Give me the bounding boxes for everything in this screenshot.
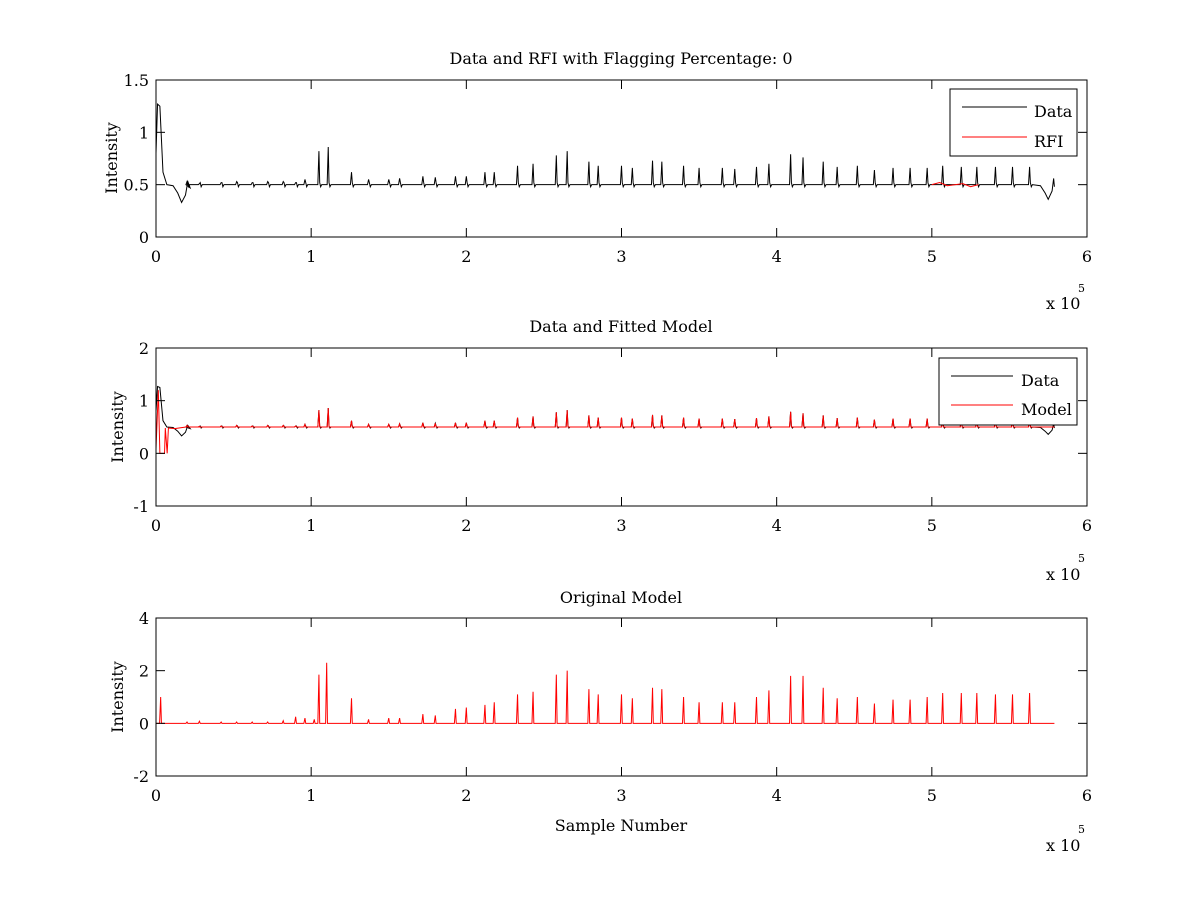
x-tick-label: 3 [616,786,626,805]
x-tick-label: 6 [1082,786,1092,805]
x-tick-label: 3 [616,516,626,535]
x-tick-label: 4 [772,247,782,266]
series-line-model [155,390,1055,454]
y-tick-label: 0 [139,228,149,247]
subplot-2-x-exponent: x 10 [1046,565,1080,584]
x-tick-label: 0 [151,247,161,266]
series-line-data [155,102,1055,204]
x-tick-label: 4 [772,786,782,805]
x-tick-label: 6 [1082,516,1092,535]
y-tick-label: 2 [139,339,149,358]
x-tick-label: 0 [151,786,161,805]
y-tick-label: -1 [133,497,149,516]
subplot-2-ylabel: Intensity [108,391,127,463]
x-tick-label: 5 [927,786,937,805]
y-tick-label: 0 [139,444,149,463]
x-tick-label: 1 [306,247,316,266]
legend-box [949,88,1078,157]
legend-label-data: Data [1021,371,1060,390]
subplot-1-x-exponent: x 10 [1046,294,1080,313]
subplot-2-plot-area [155,385,1055,454]
x-tick-label: 6 [1082,247,1092,266]
y-tick-label: 2 [139,662,149,681]
x-tick-label: 5 [927,516,937,535]
x-tick-label: 2 [461,516,471,535]
legend-label-model: Model [1021,400,1072,419]
subplot-1: Data and RFI with Flagging Percentage: 0… [102,49,1092,313]
x-tick-label: 2 [461,247,471,266]
subplot-2-exp-power: 5 [1078,552,1085,565]
subplot-1-exp-prefix: x 10 [1046,294,1080,313]
subplot-1-title: Data and RFI with Flagging Percentage: 0 [449,49,792,68]
subplot-3-x-exponent: x 10 [1046,836,1080,855]
subplot-1-ticks: 0 1 2 3 4 5 6 0 0.5 1 1.5 [124,71,1093,266]
legend-label-data: Data [1034,102,1073,121]
subplot-3-xlabel: Sample Number [555,816,688,835]
subplot-3-ylabel: Intensity [108,661,127,733]
x-tick-label: 4 [772,516,782,535]
y-tick-label: 0 [139,714,149,733]
y-tick-label: -2 [133,767,149,786]
x-tick-label: 2 [461,786,471,805]
subplot-3-exp-prefix: x 10 [1046,836,1080,855]
subplot-2-legend: Data Model [938,357,1078,426]
x-tick-label: 1 [306,786,316,805]
subplot-3-title: Original Model [560,588,682,607]
x-tick-label: 3 [616,247,626,266]
subplot-1-exp-power: 5 [1078,282,1085,295]
series-line-rfi [931,182,979,188]
x-tick-label: 1 [306,516,316,535]
subplot-3-exp-power: 5 [1078,823,1085,836]
x-tick-label: 0 [151,516,161,535]
y-tick-label: 1 [139,123,149,142]
series-line-model [156,662,1055,724]
x-tick-label: 5 [927,247,937,266]
subplot-2-exp-prefix: x 10 [1046,565,1080,584]
subplot-2-title: Data and Fitted Model [529,317,712,336]
y-tick-label: 1.5 [124,71,149,90]
legend-box [938,357,1078,426]
subplot-1-plot-area [155,102,1055,204]
y-tick-label: 4 [139,609,149,628]
y-tick-label: 0.5 [124,176,149,195]
legend-label-rfi: RFI [1034,132,1063,151]
y-tick-label: 1 [139,392,149,411]
subplot-1-legend: Data RFI [949,88,1078,157]
subplot-3-plot-area [156,662,1055,724]
subplot-1-ylabel: Intensity [102,122,121,194]
